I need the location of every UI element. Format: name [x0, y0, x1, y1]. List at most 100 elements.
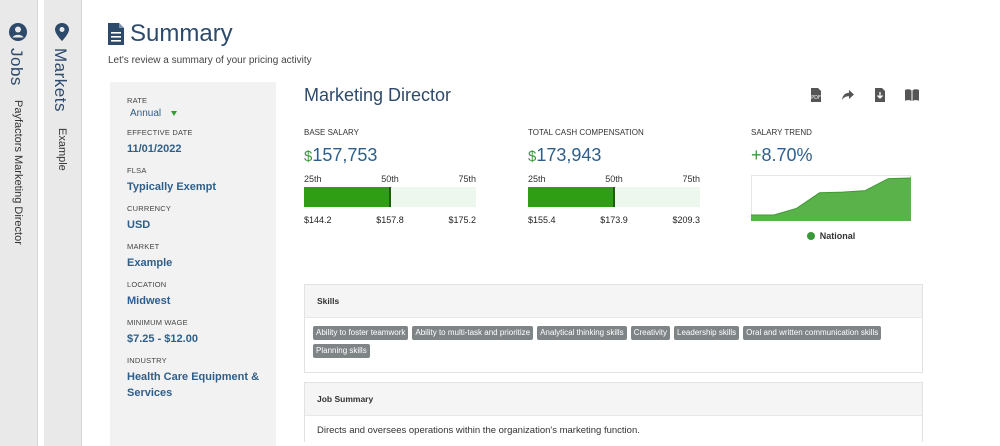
percentile-values: $155.4 $173.9 $209.3	[528, 215, 700, 225]
total-cash-label: TOTAL CASH COMPENSATION	[528, 128, 644, 137]
p75-label: 75th	[682, 174, 700, 184]
currency-symbol: $	[304, 148, 313, 165]
bar-fill	[528, 187, 614, 207]
field-label: CURRENCY	[127, 204, 172, 213]
job-title: Marketing Director	[304, 85, 452, 105]
total-cash-value: $173,943	[528, 145, 700, 166]
p25-value: $144.2	[304, 215, 332, 225]
field-value: USD	[127, 219, 151, 231]
rate-select[interactable]: Annual	[130, 108, 276, 119]
field-label: FLSA	[127, 166, 147, 175]
market-field: MARKET Example	[127, 242, 276, 271]
percentile-labels: 25th 50th 75th	[304, 174, 476, 184]
field-value: Example	[127, 257, 173, 269]
skill-tag: Ability to multi-task and prioritize	[412, 326, 534, 340]
skills-header: Skills	[305, 285, 922, 318]
total-cash-amount: 173,943	[536, 145, 602, 165]
rate-field: RATE Annual	[127, 96, 276, 119]
currency-symbol: $	[528, 148, 537, 165]
field-label: LOCATION	[127, 280, 167, 289]
flsa-field: FLSA Typically Exempt	[127, 166, 276, 195]
percentile-values: $144.2 $157.8 $175.2	[304, 215, 476, 225]
salary-trend-value: +8.70%	[751, 145, 923, 166]
field-value: Midwest	[127, 295, 171, 307]
p75-value: $175.2	[448, 215, 476, 225]
jobs-rail[interactable]: Jobs Payfactors Marketing Director	[0, 0, 38, 446]
jobs-rail-subtitle: Payfactors Marketing Director	[12, 100, 24, 245]
job-summary-header: Job Summary	[305, 383, 922, 416]
map-pin-icon	[55, 23, 69, 41]
pdf-icon[interactable]: PDF	[809, 88, 823, 102]
base-salary-value: $157,753	[304, 145, 476, 166]
job-details-panel: RATE Annual EFFECTIVE DATE 11/01/2022 FL…	[110, 82, 276, 446]
skill-tag: Planning skills	[313, 344, 370, 358]
field-label: INDUSTRY	[127, 356, 167, 365]
rate-label: RATE	[127, 96, 148, 105]
location-field: LOCATION Midwest	[127, 280, 276, 309]
skill-tag: Analytical thinking skills	[537, 326, 627, 340]
median-marker	[613, 187, 615, 207]
page-header: Summary Let's review a summary of your p…	[108, 20, 312, 66]
document-icon	[108, 23, 124, 45]
total-cash-range-bar	[528, 187, 700, 207]
p75-label: 75th	[458, 174, 476, 184]
p50-label: 50th	[605, 174, 623, 184]
salary-trend-chart	[751, 175, 911, 221]
job-summary-text: Directs and oversees operations within t…	[317, 425, 640, 436]
skill-tags: Ability to foster teamwork Ability to mul…	[305, 318, 922, 358]
field-value: $7.25 - $12.00	[127, 333, 198, 345]
base-salary-amount: 157,753	[312, 145, 378, 165]
trend-percent: 8.70%	[761, 145, 813, 165]
skill-tag: Ability to foster teamwork	[313, 326, 409, 340]
skill-tag: Creativity	[630, 326, 671, 340]
base-salary-range-bar	[304, 187, 476, 207]
p25-label: 25th	[304, 174, 322, 184]
markets-rail-title: Markets	[51, 48, 70, 112]
trend-legend: National	[751, 231, 911, 241]
user-circle-icon	[9, 23, 27, 41]
effective-date-field: EFFECTIVE DATE 11/01/2022	[127, 128, 276, 157]
book-icon[interactable]	[905, 88, 919, 102]
legend-label: National	[819, 231, 856, 241]
p50-value: $173.9	[600, 215, 628, 225]
field-value: Typically Exempt	[127, 181, 217, 193]
median-marker	[389, 187, 391, 207]
markets-rail-subtitle: Example	[56, 128, 68, 171]
total-cash-metric: TOTAL CASH COMPENSATION $173,943 25th 50…	[528, 128, 700, 225]
skill-tag: Leadership skills	[674, 326, 740, 340]
field-label: MARKET	[127, 242, 160, 251]
legend-dot	[806, 232, 815, 240]
salary-trend: SALARY TREND +8.70% National	[751, 128, 923, 241]
jobs-rail-title: Jobs	[7, 48, 26, 86]
svg-text:PDF: PDF	[811, 95, 821, 101]
field-label: MINIMUM WAGE	[127, 318, 188, 327]
markets-rail[interactable]: Markets Example	[44, 0, 82, 446]
minimum-wage-field: MINIMUM WAGE $7.25 - $12.00	[127, 318, 276, 347]
bar-fill	[304, 187, 390, 207]
trend-sign: +	[751, 145, 762, 165]
currency-field: CURRENCY USD	[127, 204, 276, 233]
p50-label: 50th	[381, 174, 399, 184]
salary-trend-label: SALARY TREND	[751, 128, 812, 137]
page-subtitle: Let's review a summary of your pricing a…	[108, 55, 312, 66]
field-value: Health Care Equipment & Services	[127, 371, 260, 399]
industry-field: INDUSTRY Health Care Equipment & Service…	[127, 356, 276, 401]
caret-down-icon	[171, 111, 178, 116]
trend-line-national	[751, 177, 911, 216]
p75-value: $209.3	[672, 215, 700, 225]
p50-value: $157.8	[376, 215, 404, 225]
download-icon[interactable]	[873, 88, 887, 102]
rate-value: Annual	[130, 108, 162, 119]
main-area: Summary Let's review a summary of your p…	[82, 0, 1000, 446]
skill-tag: Oral and written communication skills	[743, 326, 882, 340]
job-summary-panel: Job Summary Directs and oversees operati…	[304, 382, 923, 442]
p25-value: $155.4	[528, 215, 556, 225]
share-icon[interactable]	[841, 88, 855, 102]
base-salary-metric: BASE SALARY $157,753 25th 50th 75th $144…	[304, 128, 476, 225]
field-label: EFFECTIVE DATE	[127, 128, 193, 137]
base-salary-label: BASE SALARY	[304, 128, 359, 137]
percentile-labels: 25th 50th 75th	[528, 174, 700, 184]
field-value: 11/01/2022	[127, 143, 182, 155]
page-title: Summary	[130, 20, 233, 47]
skills-panel: Skills Ability to foster teamwork Ability…	[304, 284, 923, 373]
